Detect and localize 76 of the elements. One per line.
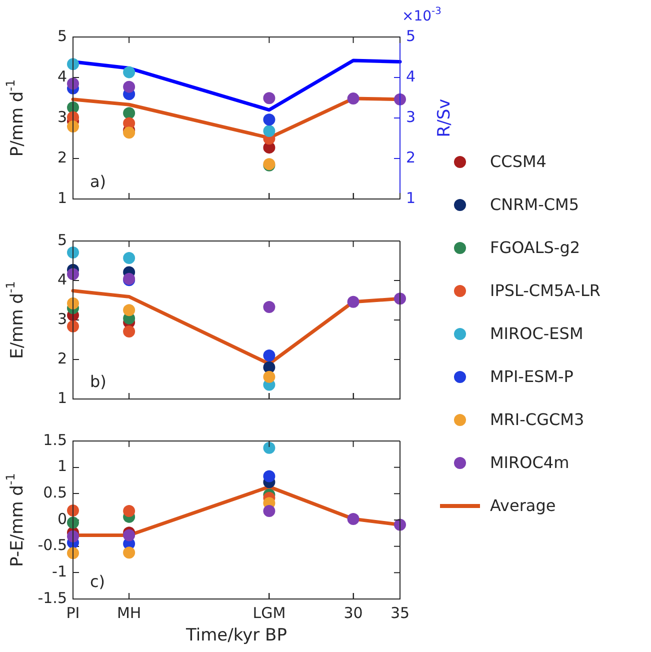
y-axis-title: P-E/mm d-1: [3, 473, 28, 567]
point: [67, 530, 79, 542]
y-tick-label: 0: [57, 510, 67, 528]
legend-label: Average: [490, 496, 556, 515]
point: [67, 78, 79, 90]
point: [123, 529, 136, 542]
point: [394, 93, 406, 106]
legend-label: MPI-ESM-P: [490, 367, 574, 386]
y-axis-title: P/mm d-1: [3, 79, 28, 157]
y2-tick-label: 1: [406, 188, 416, 207]
point: [263, 114, 276, 126]
y-tick-label: 4: [57, 270, 67, 288]
point: [123, 304, 136, 316]
point: [123, 66, 136, 78]
y-tick-label: 3: [57, 108, 67, 126]
annotation: c): [90, 572, 106, 592]
point: [263, 505, 276, 518]
y-tick-label: -1: [52, 562, 67, 581]
legend-label: IPSL-CM5A-LR: [490, 281, 600, 300]
x-tick-label: PI: [66, 604, 80, 622]
point: [347, 512, 360, 525]
point: [67, 58, 79, 70]
point: [263, 124, 276, 137]
point: [123, 80, 136, 93]
point: [123, 325, 136, 338]
y2-tick-label: 3: [406, 108, 416, 126]
point: [263, 350, 276, 362]
point: [263, 92, 276, 104]
y2-axis-title: R/Sv: [434, 98, 454, 138]
y-tick-label: 1.5: [43, 430, 67, 449]
point: [123, 126, 136, 139]
legend-label: MRI-CGCM3: [490, 410, 584, 429]
point: [67, 297, 79, 310]
x-tick-label: 35: [390, 604, 410, 622]
annotation: b): [90, 372, 106, 392]
legend-label: CNRM-CM5: [490, 195, 579, 214]
y-tick-label: 2: [57, 148, 67, 166]
legend-label: FGOALS-g2: [490, 238, 580, 257]
point: [263, 300, 276, 313]
y-tick-label: 3: [57, 310, 67, 328]
point: [347, 296, 360, 308]
point: [67, 246, 79, 258]
x-tick-label: LGM: [252, 604, 286, 622]
x-tick-label: 30: [344, 604, 363, 622]
point: [394, 292, 406, 305]
point: [263, 370, 276, 383]
x-tick-label: MH: [116, 604, 142, 622]
y-tick-label: 1: [57, 388, 67, 407]
point: [123, 252, 136, 264]
y-tick-label: 1: [57, 457, 67, 476]
y-tick-label: 5: [57, 26, 67, 45]
y-tick-label: 4: [57, 67, 67, 86]
legend-label: MIROC-ESM: [490, 324, 584, 343]
y-tick-label: 1: [57, 188, 67, 207]
point: [263, 470, 276, 482]
y2-tick-label: 4: [406, 67, 416, 86]
y-axis-title: E/mm d-1: [3, 281, 28, 359]
y-tick-label: 5: [57, 230, 67, 249]
y-tick-label: -0.5: [38, 536, 67, 554]
y-tick-label: -1.5: [38, 588, 67, 607]
point: [123, 505, 136, 518]
y2-tick-label: 2: [406, 148, 416, 166]
point: [123, 546, 136, 559]
legend-label: CCSM4: [490, 152, 546, 171]
point: [67, 516, 79, 529]
point: [263, 442, 276, 454]
annotation: a): [90, 172, 106, 192]
y-tick-label: 0.5: [43, 484, 67, 502]
point: [123, 107, 136, 120]
y2-tick-label: 5: [406, 26, 416, 45]
point: [67, 320, 79, 332]
x-axis-title: Time/kyr BP: [185, 625, 287, 646]
legend-label: MIROC4m: [490, 453, 570, 472]
y-tick-label: 2: [57, 349, 67, 368]
point: [67, 268, 79, 280]
point: [347, 92, 360, 105]
